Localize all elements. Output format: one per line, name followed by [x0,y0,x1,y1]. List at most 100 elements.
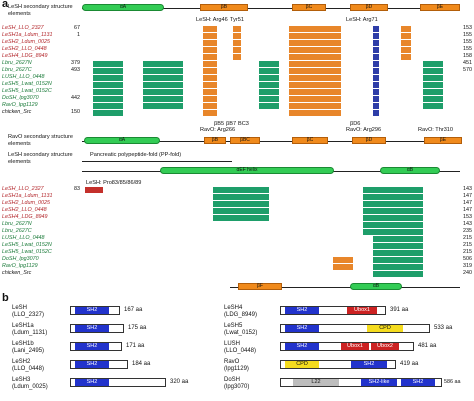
bottom-ss-line [230,287,460,288]
pp-helix-label: αEF helix [236,167,258,173]
sequence-name: chicken_Src [2,270,32,276]
sequence-name: Lbru_2627N [2,221,32,227]
alignment-row: Lbru_2627C 493 570 [2,67,472,74]
sequence-bar [83,193,451,200]
sequence-bar [83,88,451,95]
ravo-strand-C-label: βC [306,137,314,143]
domain-architecture: L22 SH2-like SH2 [280,378,442,387]
protein-name: DoSH [224,377,241,383]
protein-id: (LDG_8949) [224,312,258,318]
ravo-strand-BC-label: βBC [240,137,250,143]
sequence-name: Lbru_2627C [2,228,32,234]
sequence-bar [83,270,451,277]
sequence-bar [83,214,451,221]
protein-name: LeSH5 [224,323,243,329]
alignment-row: LUSH_LLO_0448 215 [2,235,472,242]
alignment-row: LeSH2_LLO_0448 155 [2,46,472,53]
ubox2-domain: Ubox2 [371,343,399,350]
protein-name: LeSH1a [12,323,34,329]
sequence-name: LeSH_LLO_2327 [2,25,44,31]
alignment-row: LeSH2_LLO_0448 147 [2,207,472,214]
sequence-start: 67 [74,25,80,31]
domain-architecture: SH2 Ubox1 [280,306,386,315]
alignment-row: Lbru_2627N 143 [2,221,472,228]
sequence-end: 451 [463,60,472,66]
alignment-row: LeSH5_Lwat_0152C 215 [2,249,472,256]
sequence-end: 153 [463,25,472,31]
sequence-bar [83,109,451,116]
sh2-domain: SH2 [285,325,319,332]
bottom-helix-B [350,283,402,290]
sequence-name: DoSH_lpg3070 [2,256,39,262]
top-helix-A [82,4,164,11]
sequence-bar [83,32,451,39]
alignment-row: LeSH2_Ldum_0025 155 [2,39,472,46]
sequence-name: LeSH2_LLO_0448 [2,46,47,52]
ravo-strand-E [424,137,462,144]
sequence-name: LeSH4_LDG_8949 [2,53,48,59]
sh2-domain: SH2 [285,343,319,350]
sequence-bar [83,242,451,249]
alignment-row: LeSH_LLO_2327 83 143 [2,186,472,193]
sequence-bar [83,53,451,60]
protein-length: 533 aa [434,325,453,331]
sequence-bar [83,263,451,270]
protein-name: LUSH [224,341,241,347]
ravo-ss-label: RavO secondary structure elements [8,134,73,147]
top-strand-C [292,4,326,11]
annotation-bb5: βB5 [214,121,225,127]
sequence-name: LeSH5_Lwat_0152N [2,242,52,248]
domain-architecture: SH2 [70,360,128,369]
pp-helix [160,167,334,174]
domain-architecture: SH2 [70,306,120,315]
annotation-ravo-arg296: RavO: Arg296 [346,127,382,133]
sequence-name: LeSH2_LLO_0448 [2,207,47,213]
sequence-name: LeSH1a_Ldum_1131 [2,32,53,38]
sh2-domain: SH2 [75,325,109,332]
sh2-domain: SH2 [75,307,109,314]
alignment-row: LeSH1a_Ldum_1131 1 155 [2,32,472,39]
annotation-pro83: LeSH: Pro83/85/86/89 [86,180,142,186]
protein-id: (lpg3070) [224,384,250,390]
annotation-tyr51: Tyr51 [230,17,244,23]
protein-id: (LLO_2327) [12,312,45,318]
sequence-end: 155 [463,39,472,45]
alignment-row: RavO_lpg1129 319 [2,263,472,270]
top-ss-line [82,8,460,9]
sequence-end: 147 [463,207,472,213]
panel-b-label: b [2,292,9,304]
sequence-bar [83,46,451,53]
alignment-row: LeSH5_Lwat_0152N [2,81,472,88]
sequence-bar [83,200,451,207]
sequence-end: 235 [463,228,472,234]
sh2-like-domain: SH2-like [361,379,397,386]
protein-id: (LLO_0448) [12,366,45,372]
sequence-name: DoSH_lpg3070 [2,95,39,101]
sh2-domain: SH2 [75,343,109,350]
alignment-row: Lbru_2627N 379 451 [2,60,472,67]
sequence-bar [83,256,451,263]
protein-name: LeSH1b [12,341,34,347]
protein-id: (Ldum_1131) [12,330,48,336]
sh2-domain: SH2 [351,361,387,368]
domain-architecture: SH2 Ubox1 Ubox2 [280,342,414,351]
lesh-ss-label-2: LeSH secondary structure elements [8,152,73,165]
alignment-row: LeSH5_Lwat_0152N 215 [2,242,472,249]
alignment-row: DoSH_lpg3070 506 [2,256,472,263]
top-strand-B [200,4,248,11]
protein-name: RavO [224,359,240,365]
sequence-name: RavO_lpg1129 [2,263,38,269]
sequence-end: 155 [463,32,472,38]
alignment-row: chicken_Src 240 [2,270,472,277]
sequence-bar [83,186,451,193]
sequence-name: LeSH5_Lwat_0152N [2,81,52,87]
sequence-start: 442 [71,95,80,101]
sequence-bar [83,95,451,102]
protein-length: 419 aa [400,361,419,367]
alignment-row: LeSH2_Ldum_0025 147 [2,200,472,207]
sequence-start: 83 [74,186,80,192]
sequence-bar [83,228,451,235]
ravo-strand-B [204,137,226,144]
alignment-row: LeSH4_LDG_8949 158 [2,53,472,60]
bottom-helix-B-label: αB [372,283,380,289]
